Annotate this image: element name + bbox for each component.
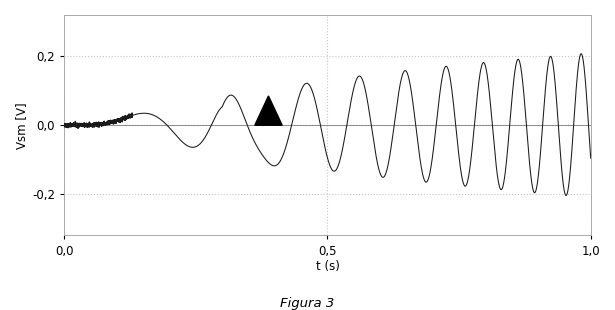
Y-axis label: Vsm [V]: Vsm [V] xyxy=(15,102,28,148)
X-axis label: t (s): t (s) xyxy=(315,260,339,273)
Text: Figura 3: Figura 3 xyxy=(280,297,335,310)
Polygon shape xyxy=(255,96,282,125)
